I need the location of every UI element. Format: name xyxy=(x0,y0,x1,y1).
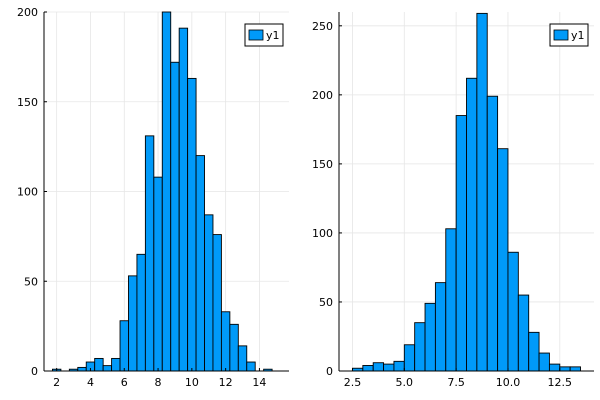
bar-right-17 xyxy=(528,331,540,372)
bar-right-1 xyxy=(362,365,374,372)
bar-left-22 xyxy=(237,345,248,372)
legend-swatch-right xyxy=(553,29,569,41)
histogram-right-panel: 2.5 5.0 7.5 10.0 12.5 0 50 100 150 200 250 y1 xyxy=(312,12,594,389)
y-tick-label-left-3: 150 xyxy=(17,96,38,109)
legend-left: y1 xyxy=(244,23,284,47)
bar-left-15 xyxy=(178,27,189,372)
bar-left-5 xyxy=(94,357,104,372)
x-tick-label-right-1: 5.0 xyxy=(396,376,414,389)
bar-left-10 xyxy=(136,253,146,372)
x-tick-label-left-1: 4 xyxy=(87,376,94,389)
bar-left-19 xyxy=(212,234,222,372)
bar-left-7 xyxy=(111,357,121,372)
x-tick-label-right-4: 12.5 xyxy=(548,376,573,389)
bar-right-3 xyxy=(383,363,395,372)
y-tick-label-left-2: 100 xyxy=(17,186,38,199)
legend-swatch-left xyxy=(248,29,264,41)
x-tick-label-right-3: 10.0 xyxy=(496,376,521,389)
x-tick-label-right-2: 7.5 xyxy=(447,376,465,389)
y-tick-label-right-4: 200 xyxy=(312,89,333,102)
bars-left xyxy=(51,11,273,372)
x-tick-label-left-3: 8 xyxy=(155,376,162,389)
y-tick-label-right-1: 50 xyxy=(319,296,333,309)
x-tick-label-left-2: 6 xyxy=(121,376,128,389)
x-ticks-right: 2.5 5.0 7.5 10.0 12.5 xyxy=(344,368,572,389)
bar-right-7 xyxy=(424,302,436,372)
y-ticks-right: 0 50 100 150 200 250 xyxy=(312,20,342,378)
bar-left-8 xyxy=(119,320,129,372)
histogram-left-panel: 2 4 6 8 10 12 14 0 50 100 150 200 y1 xyxy=(17,6,289,389)
legend-label-left: y1 xyxy=(266,29,280,42)
legend-label-right: y1 xyxy=(571,29,585,42)
bar-left-20 xyxy=(220,311,231,372)
bar-right-16 xyxy=(517,294,530,372)
y-tick-label-right-5: 250 xyxy=(312,20,333,33)
bar-right-11 xyxy=(466,77,478,372)
y-ticks-left: 0 50 100 150 200 xyxy=(17,6,47,378)
bar-left-11 xyxy=(144,135,155,372)
bar-left-17 xyxy=(195,155,205,372)
y-tick-label-left-0: 0 xyxy=(31,365,38,378)
y-tick-label-right-0: 0 xyxy=(326,365,333,378)
legend-right: y1 xyxy=(549,23,589,47)
axes-right xyxy=(338,12,594,372)
bar-left-18 xyxy=(204,214,214,372)
y-tick-label-right-2: 100 xyxy=(312,227,333,240)
bar-left-21 xyxy=(229,323,239,372)
bar-right-14 xyxy=(497,148,509,372)
bar-right-10 xyxy=(455,115,467,372)
bar-left-14 xyxy=(170,61,180,372)
bar-left-16 xyxy=(187,77,197,372)
bar-right-8 xyxy=(434,282,447,372)
bar-right-9 xyxy=(445,228,457,372)
x-tick-label-left-0: 2 xyxy=(53,376,60,389)
bar-right-5 xyxy=(403,344,416,372)
x-tick-label-left-5: 12 xyxy=(219,376,233,389)
bar-left-3 xyxy=(77,366,87,372)
bar-left-9 xyxy=(128,275,138,372)
y-tick-label-right-3: 150 xyxy=(312,158,333,171)
legend-box-right xyxy=(549,23,589,47)
legend-box-left xyxy=(244,23,284,47)
bar-right-2 xyxy=(372,362,385,372)
bar-right-19 xyxy=(548,363,561,372)
bar-right-20 xyxy=(559,366,571,372)
y-tick-label-left-4: 200 xyxy=(17,6,38,19)
x-ticks-left: 2 4 6 8 10 12 14 xyxy=(53,368,266,389)
bar-right-6 xyxy=(414,322,426,372)
x-tick-label-left-6: 14 xyxy=(252,376,266,389)
bar-right-18 xyxy=(538,352,550,372)
y-tick-label-left-1: 50 xyxy=(24,275,38,288)
bar-left-23 xyxy=(246,361,256,372)
bar-right-13 xyxy=(486,95,499,372)
x-tick-label-right-0: 2.5 xyxy=(344,376,362,389)
bar-left-6 xyxy=(102,365,113,372)
bar-right-4 xyxy=(393,360,405,372)
bar-left-13 xyxy=(161,11,172,372)
x-tick-label-left-4: 10 xyxy=(185,376,199,389)
bar-right-21 xyxy=(569,366,581,372)
bar-right-12 xyxy=(476,12,488,372)
bar-left-12 xyxy=(153,176,163,372)
bar-right-15 xyxy=(507,251,519,372)
